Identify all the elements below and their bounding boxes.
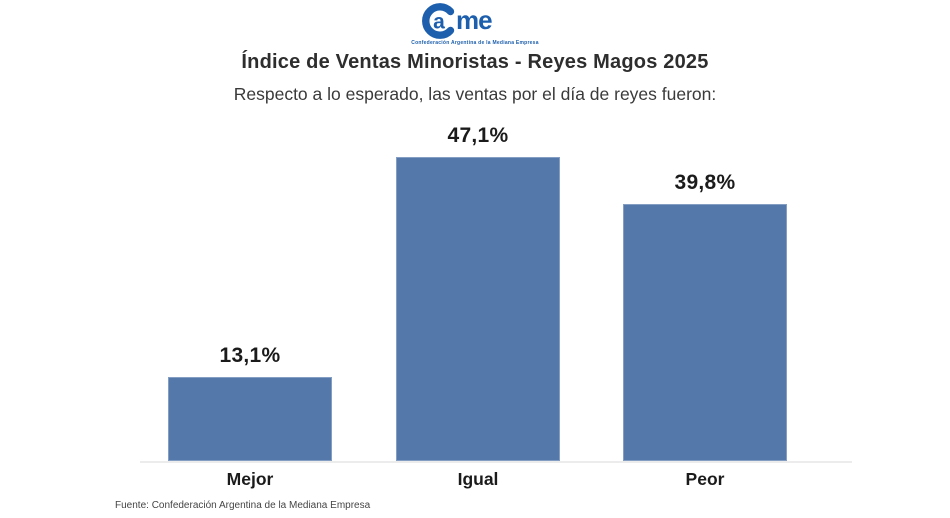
bar-category-label-mejor: Mejor xyxy=(226,469,274,489)
chart-title: Índice de Ventas Minoristas - Reyes Mago… xyxy=(241,51,709,73)
bar-value-label-peor: 39,8% xyxy=(674,171,736,194)
bar-category-label-peor: Peor xyxy=(685,469,725,489)
bar-value-label-mejor: 13,1% xyxy=(219,344,281,367)
came-logo-letter-a: a xyxy=(433,11,445,34)
bar-mejor xyxy=(168,377,332,461)
came-logo-tagline: Confederación Argentina de la Mediana Em… xyxy=(411,40,539,46)
came-logo-letters-me: me xyxy=(456,5,492,35)
bar-category-label-igual: Igual xyxy=(457,469,499,489)
came-logo-mark: a me xyxy=(422,3,493,39)
bar-peor xyxy=(623,204,787,461)
came-logo-c-ring xyxy=(422,3,455,39)
source-note: Fuente: Confederación Argentina de la Me… xyxy=(115,500,371,511)
bar-value-label-igual: 47,1% xyxy=(447,124,509,147)
chart-subtitle: Respecto a lo esperado, las ventas por e… xyxy=(233,84,717,104)
x-axis-line xyxy=(140,461,852,463)
came-logo: a me Confederación Argentina de la Media… xyxy=(0,2,950,46)
bar-igual xyxy=(396,157,560,461)
